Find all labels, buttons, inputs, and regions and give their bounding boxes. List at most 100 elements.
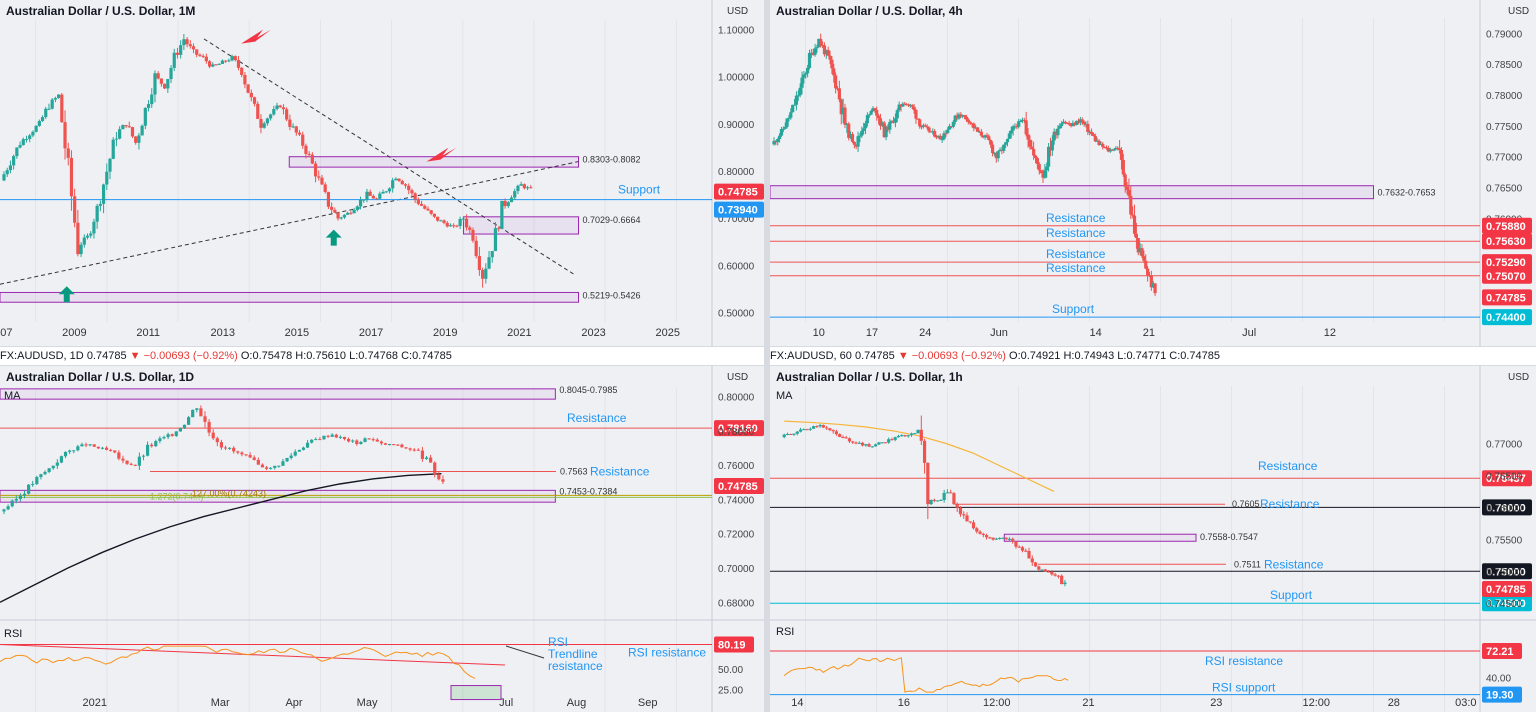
level-annotation: Resistance (1046, 211, 1106, 225)
candle-body (1030, 146, 1034, 149)
candle-body (1024, 550, 1028, 552)
candle-body (958, 507, 963, 515)
candle-body (95, 205, 99, 222)
zone-label: 0.7558-0.7547 (1200, 532, 1258, 542)
candle-body (900, 435, 904, 437)
candle-body (63, 451, 68, 457)
candle-body (811, 52, 815, 55)
candle-body (346, 212, 350, 215)
candle-body (304, 145, 308, 154)
candle-body (429, 457, 433, 463)
candle-body (880, 442, 884, 444)
level-annotation: Resistance (1264, 557, 1324, 571)
chart-panel-monthly[interactable]: 0.8303-0.8082 0.7029-0.6664 0.5219-0.5426 S… (0, 0, 764, 346)
candle-body (809, 52, 813, 54)
candle-body (854, 144, 858, 147)
candle-body (968, 121, 972, 124)
candle-body (903, 103, 907, 105)
chart-panel-hourly[interactable]: 0.7558-0.7547 0.76000 0.75000 Resistance 0.7… (770, 366, 1536, 712)
x-tick-label: 2011 (136, 327, 160, 339)
chart-panel-4h[interactable]: 0.7632-0.7653 0.79000 0.78500 0.78000 0.7750… (770, 0, 1536, 346)
y-tick-label: 0.70000 (718, 564, 755, 575)
candle-body (159, 78, 163, 84)
price-badge (1482, 563, 1532, 580)
candle-body (154, 441, 158, 447)
candle-body (320, 177, 324, 185)
candle-body (381, 191, 385, 194)
candle-body (834, 431, 839, 435)
candle-body (834, 75, 838, 89)
candle-body (1047, 571, 1051, 573)
price-badge-label: 0.75880 (1486, 221, 1526, 233)
panel-title: Australian Dollar / U.S. Dollar, 1h (776, 370, 963, 384)
candle-body (166, 434, 170, 438)
candle-body (878, 118, 883, 126)
candle-body (2, 509, 6, 512)
candle-body (972, 123, 976, 129)
candle-body (129, 463, 133, 465)
candle-body (50, 99, 54, 109)
x-tick-label: Apr (285, 697, 302, 709)
candle-body (912, 106, 916, 111)
level-value-label: 0.7511 (1234, 559, 1261, 569)
candle-body (998, 538, 1002, 540)
candle-body (1104, 147, 1109, 149)
candle-body (487, 257, 491, 269)
candle-body (913, 433, 917, 435)
candle-body (156, 73, 160, 79)
y-tick-label: 0.74500 (1486, 599, 1523, 610)
candle-body (1041, 173, 1045, 178)
candle-body (832, 68, 836, 76)
candle-body (371, 195, 375, 199)
candle-body (114, 138, 119, 140)
candle-body (1103, 146, 1107, 148)
candle-body (1073, 122, 1077, 125)
candle-body (800, 77, 804, 88)
candle-body (1058, 125, 1062, 129)
candle-body (778, 135, 782, 140)
candle-body (195, 408, 199, 410)
green-arrow-icon (325, 229, 342, 246)
chart-svg-4h[interactable]: 0.7632-0.7653 0.79000 0.78500 0.78000 0.7750… (770, 0, 1536, 346)
candle-body (1030, 558, 1034, 563)
price-badge (1482, 254, 1532, 271)
chart-panel-daily[interactable]: 0.8045-0.7985 0.7453-0.7384 1.272(0.74...)… (0, 366, 764, 712)
candle-body (796, 95, 800, 97)
candle-body (1127, 189, 1131, 196)
chart-svg-daily[interactable]: 0.8045-0.7985 0.7453-0.7384 1.272(0.74...)… (0, 366, 764, 712)
candle-body (490, 251, 494, 258)
ohlc-values: O:0.75478 H:0.75610 L:0.74768 C:0.74785 (240, 350, 452, 362)
candle-body (987, 136, 991, 141)
candle-body (984, 535, 989, 538)
level-annotation: Resistance (1046, 261, 1106, 275)
candle-body (224, 60, 228, 62)
candle-body (939, 499, 943, 501)
y-tick-label: 0.78000 (718, 427, 755, 438)
candle-body (873, 108, 877, 111)
candle-body (461, 218, 465, 220)
price-badge-label: 0.74785 (718, 187, 758, 199)
candle-body (322, 435, 326, 440)
chart-svg-monthly[interactable]: 0.8303-0.8082 0.7029-0.6664 0.5219-0.5426 S… (0, 0, 764, 346)
candle-body (1026, 134, 1030, 140)
candle-body (468, 227, 472, 230)
rsi-line (783, 657, 1069, 693)
candle-body (137, 456, 141, 466)
candle-body (368, 191, 372, 196)
candle-body (804, 73, 808, 75)
candle-body (1134, 233, 1139, 239)
candle-body (856, 136, 860, 147)
x-tick-label: 2015 (285, 327, 309, 339)
zone-box (0, 291, 579, 303)
candle-body (1050, 571, 1054, 575)
candle-body (293, 451, 297, 456)
candle-body (820, 44, 825, 46)
candle-body (326, 192, 331, 207)
candle-body (1037, 164, 1041, 171)
candle-body (850, 134, 855, 142)
chart-svg-hourly[interactable]: 0.7558-0.75470.760000.75000Resistance0.7… (770, 366, 1536, 712)
candle-body (69, 157, 74, 197)
candle-body (437, 474, 441, 480)
candle-body (1060, 123, 1064, 126)
candle-body (441, 479, 445, 482)
